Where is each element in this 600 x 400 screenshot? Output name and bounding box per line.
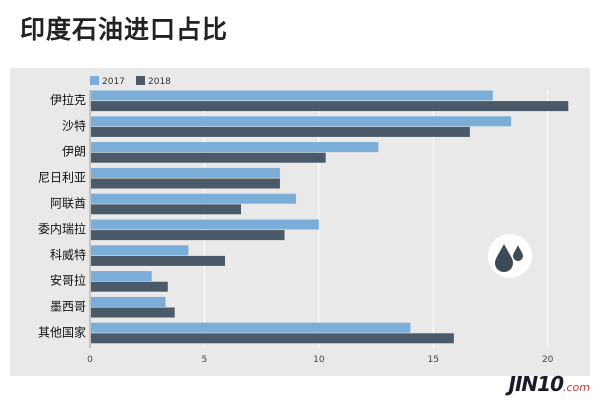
bar-2018 [91, 178, 280, 189]
bar-2018 [91, 152, 326, 163]
bar-2017 [91, 167, 280, 178]
bar-2017 [91, 322, 411, 333]
bar-2017 [91, 219, 319, 230]
legend-label-2017: 2017 [102, 77, 125, 87]
bar-2018 [91, 126, 470, 137]
x-tick-label: 0 [87, 355, 93, 365]
category-label: 墨西哥 [50, 300, 86, 314]
category-label: 伊拉克 [50, 92, 86, 107]
bar-2017 [91, 193, 296, 204]
chart-panel: 0 5 10 15 20 2017 2018 伊拉克沙特伊朗尼日利亚阿联酋委内瑞拉科威特安哥拉… [10, 68, 590, 376]
category-label: 安哥拉 [50, 273, 86, 288]
category-label: 委内瑞拉 [38, 221, 86, 236]
bar-2017 [91, 90, 493, 101]
category-label: 科威特 [50, 247, 86, 262]
bar-2018 [91, 230, 285, 241]
bar-2018 [91, 204, 242, 215]
watermark-text: JIN10 [508, 372, 564, 396]
water-drop-large [495, 244, 513, 272]
category-label: 尼日利亚 [38, 171, 86, 185]
bar-2017 [91, 116, 512, 127]
bar-2018 [91, 101, 569, 112]
legend-label-2018: 2018 [148, 77, 171, 87]
bar-2017 [91, 296, 166, 307]
bar-chart: 0 5 10 15 20 2017 2018 伊拉克沙特伊朗尼日利亚阿联酋委内瑞拉科威特安哥拉… [38, 76, 569, 365]
x-tick-label: 5 [202, 355, 208, 365]
bar-2018 [91, 281, 168, 292]
legend-swatch-2018 [136, 76, 145, 85]
water-drop-small [513, 245, 523, 261]
category-label: 伊朗 [62, 145, 86, 159]
bar-2017 [91, 245, 189, 256]
x-tick-label: 20 [542, 355, 554, 365]
bar-2018 [91, 255, 226, 266]
bar-2017 [91, 142, 379, 153]
bar-2018 [91, 307, 175, 318]
x-tick-label: 15 [428, 355, 439, 365]
legend-swatch-2017 [90, 76, 99, 85]
bar-2017 [91, 271, 152, 282]
watermark-sub: .com [563, 381, 590, 394]
x-tick-label: 10 [313, 355, 325, 365]
category-label: 其他国家 [38, 324, 86, 339]
watermark: JIN10.com [509, 372, 590, 396]
category-label: 沙特 [62, 118, 86, 133]
chart-title: 印度石油进口占比 [20, 15, 229, 44]
category-label: 阿联酋 [50, 195, 86, 210]
bar-2018 [91, 333, 454, 344]
